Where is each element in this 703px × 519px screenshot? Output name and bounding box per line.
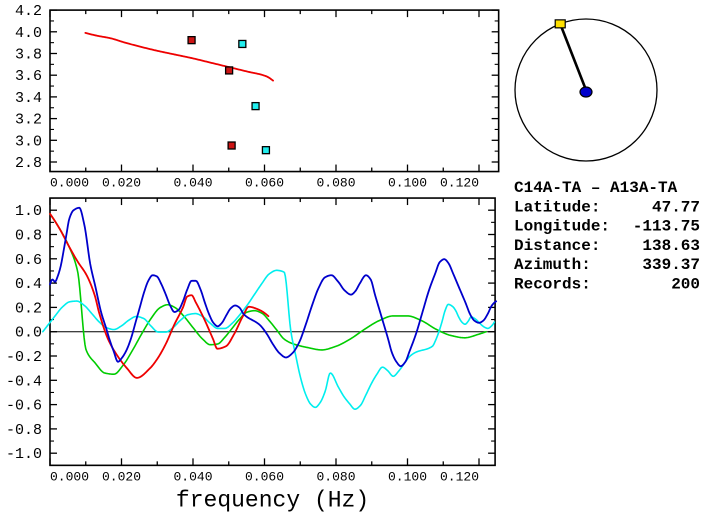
svg-text:C14A-TA – A13A-TA: C14A-TA – A13A-TA — [514, 179, 678, 197]
svg-text:0.060: 0.060 — [245, 469, 284, 484]
svg-text:0.000: 0.000 — [50, 469, 89, 484]
svg-text:0.100: 0.100 — [388, 469, 427, 484]
svg-text:Latitude:: Latitude: — [514, 198, 600, 216]
svg-text:3.8: 3.8 — [15, 47, 42, 64]
svg-text:47.77: 47.77 — [652, 198, 700, 216]
svg-text:0.040: 0.040 — [173, 469, 212, 484]
svg-text:Records:: Records: — [514, 276, 591, 294]
svg-text:Longitude:: Longitude: — [514, 218, 610, 236]
svg-text:-0.4: -0.4 — [6, 373, 42, 390]
svg-text:3.0: 3.0 — [15, 133, 42, 150]
svg-text:200: 200 — [671, 276, 700, 294]
svg-text:0.060: 0.060 — [245, 176, 284, 191]
svg-text:0.4: 0.4 — [15, 276, 42, 293]
svg-text:0.8: 0.8 — [15, 228, 42, 245]
svg-text:-0.8: -0.8 — [6, 422, 42, 439]
svg-text:-113.75: -113.75 — [633, 218, 700, 236]
svg-text:2.8: 2.8 — [15, 155, 42, 172]
svg-text:Distance:: Distance: — [514, 237, 600, 255]
svg-text:-1.0: -1.0 — [6, 446, 42, 463]
svg-text:0.0: 0.0 — [15, 325, 42, 342]
svg-text:0.020: 0.020 — [102, 469, 141, 484]
svg-text:0.080: 0.080 — [316, 469, 355, 484]
svg-text:0.080: 0.080 — [316, 176, 355, 191]
svg-text:0.100: 0.100 — [388, 176, 427, 191]
svg-text:0.000: 0.000 — [50, 176, 89, 191]
svg-text:0.120: 0.120 — [440, 176, 479, 191]
svg-text:0.020: 0.020 — [102, 176, 141, 191]
svg-text:0.6: 0.6 — [15, 252, 42, 269]
svg-text:138.63: 138.63 — [642, 237, 700, 255]
svg-text:-0.6: -0.6 — [6, 398, 42, 415]
svg-text:3.6: 3.6 — [15, 68, 42, 85]
svg-text:339.37: 339.37 — [642, 256, 700, 274]
svg-text:0.120: 0.120 — [440, 469, 479, 484]
svg-text:0.2: 0.2 — [15, 300, 42, 317]
svg-text:0.040: 0.040 — [173, 176, 212, 191]
svg-text:3.2: 3.2 — [15, 112, 42, 129]
svg-text:4.2: 4.2 — [15, 3, 42, 20]
svg-text:Azimuth:: Azimuth: — [514, 256, 591, 274]
svg-text:-0.2: -0.2 — [6, 349, 42, 366]
svg-text:3.4: 3.4 — [15, 90, 42, 107]
svg-text:4.0: 4.0 — [15, 25, 42, 42]
svg-text:1.0: 1.0 — [15, 203, 42, 220]
svg-text:frequency (Hz): frequency (Hz) — [176, 487, 369, 513]
